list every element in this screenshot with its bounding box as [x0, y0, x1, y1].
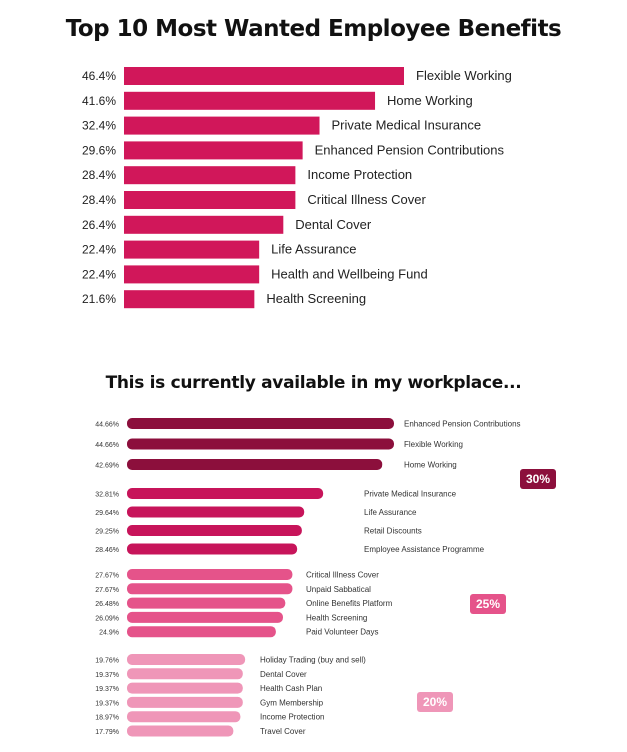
bar-3	[124, 116, 320, 135]
avail-bar-category-label: Life Assurance	[364, 508, 417, 517]
avail-bar-6	[127, 525, 302, 536]
bar-value-label: 29.6%	[82, 143, 116, 157]
bar-category-label: Health Screening	[266, 291, 366, 306]
group-badge-30: 30%	[520, 469, 556, 489]
avail-bar-value-label: 26.48%	[95, 601, 119, 608]
avail-bar-category-label: Paid Volunteer Days	[306, 628, 379, 637]
bar-1	[124, 67, 404, 85]
bar-2	[124, 91, 376, 110]
bar-category-label: Life Assurance	[271, 242, 356, 257]
avail-bar-10	[127, 597, 286, 609]
avail-bar-category-label: Employee Assistance Programme	[364, 545, 485, 554]
avail-bar-value-label: 42.69%	[95, 463, 119, 470]
avail-bar-category-label: Gym Membership	[260, 698, 324, 707]
avail-bar-17	[127, 711, 241, 723]
bar-6	[124, 191, 296, 209]
avail-bar-5	[127, 506, 305, 518]
avail-bar-value-label: 44.66%	[95, 442, 119, 449]
avail-bar-value-label: 28.46%	[95, 547, 119, 554]
avail-bar-category-label: Online Benefits Platform	[306, 599, 393, 608]
avail-bar-value-label: 44.66%	[95, 422, 119, 429]
avail-bar-value-label: 19.37%	[95, 672, 119, 679]
avail-bar-value-label: 27.67%	[95, 587, 119, 594]
bar-9	[124, 265, 260, 284]
avail-bar-category-label: Retail Discounts	[364, 527, 422, 536]
bar-category-label: Enhanced Pension Contributions	[315, 142, 505, 157]
avail-bar-1	[127, 418, 394, 429]
avail-bar-category-label: Private Medical Insurance	[364, 490, 457, 499]
group-badge-20: 20%	[417, 692, 453, 712]
bar-value-label: 22.4%	[82, 243, 116, 257]
bar-category-label: Critical Illness Cover	[307, 192, 426, 207]
bar-7	[124, 215, 284, 234]
bar-value-label: 46.4%	[82, 69, 116, 83]
bar-value-label: 26.4%	[82, 218, 116, 232]
bar-value-label: 21.6%	[82, 292, 116, 306]
avail-bar-category-label: Critical Illness Cover	[306, 571, 379, 580]
avail-bar-2	[127, 438, 394, 450]
avail-bar-9	[127, 583, 293, 595]
avail-bar-value-label: 29.64%	[95, 510, 119, 517]
avail-bar-value-label: 27.67%	[95, 573, 119, 580]
avail-bar-category-label: Enhanced Pension Contributions	[404, 420, 521, 429]
avail-bar-15	[127, 682, 243, 694]
avail-bar-value-label: 19.76%	[95, 658, 119, 665]
avail-bar-value-label: 17.79%	[95, 729, 119, 736]
avail-bar-11	[127, 611, 283, 623]
avail-bar-category-label: Health Screening	[306, 613, 367, 622]
bar-value-label: 22.4%	[82, 267, 116, 281]
bar-category-label: Private Medical Insurance	[332, 118, 482, 133]
bar-value-label: 28.4%	[82, 168, 116, 182]
bar-category-label: Income Protection	[307, 167, 412, 182]
avail-bar-category-label: Home Working	[404, 461, 457, 470]
avail-bar-value-label: 18.97%	[95, 715, 119, 722]
avail-bar-category-label: Unpaid Sabbatical	[306, 585, 371, 594]
bar-value-label: 41.6%	[82, 94, 116, 108]
avail-bar-category-label: Travel Cover	[260, 727, 306, 736]
avail-bar-3	[127, 459, 383, 470]
avail-bar-value-label: 24.9%	[99, 630, 119, 637]
bar-10	[124, 290, 255, 309]
chart-title-available: This is currently available in my workpl…	[105, 373, 522, 393]
bar-5	[124, 166, 296, 185]
bar-category-label: Health and Wellbeing Fund	[271, 266, 428, 281]
bar-category-label: Flexible Working	[416, 68, 512, 83]
avail-bar-value-label: 19.37%	[95, 700, 119, 707]
avail-bar-4	[127, 488, 324, 499]
avail-bar-value-label: 29.25%	[95, 529, 119, 536]
group-badge-25: 25%	[470, 594, 506, 614]
bar-value-label: 32.4%	[82, 119, 116, 133]
avail-bar-category-label: Flexible Working	[404, 440, 463, 449]
avail-bar-category-label: Holiday Trading (buy and sell)	[260, 656, 366, 665]
avail-bar-category-label: Income Protection	[260, 713, 324, 722]
bar-8	[124, 240, 260, 259]
bar-category-label: Dental Cover	[295, 217, 372, 232]
bar-value-label: 28.4%	[82, 193, 116, 207]
avail-bar-8	[127, 569, 293, 580]
avail-bar-16	[127, 696, 243, 708]
chart-title-top-10: Top 10 Most Wanted Employee Benefits	[65, 16, 562, 42]
avail-bar-category-label: Dental Cover	[260, 670, 307, 679]
avail-bar-7	[127, 543, 298, 555]
avail-bar-13	[127, 654, 246, 665]
avail-bar-category-label: Health Cash Plan	[260, 684, 322, 693]
avail-bar-value-label: 26.09%	[95, 615, 119, 622]
bar-4	[124, 141, 303, 160]
avail-bar-18	[127, 725, 234, 737]
avail-bar-12	[127, 626, 276, 638]
bar-category-label: Home Working	[387, 93, 473, 108]
avail-bar-value-label: 19.37%	[95, 686, 119, 693]
avail-bar-value-label: 32.81%	[95, 492, 119, 499]
avail-bar-14	[127, 668, 243, 680]
